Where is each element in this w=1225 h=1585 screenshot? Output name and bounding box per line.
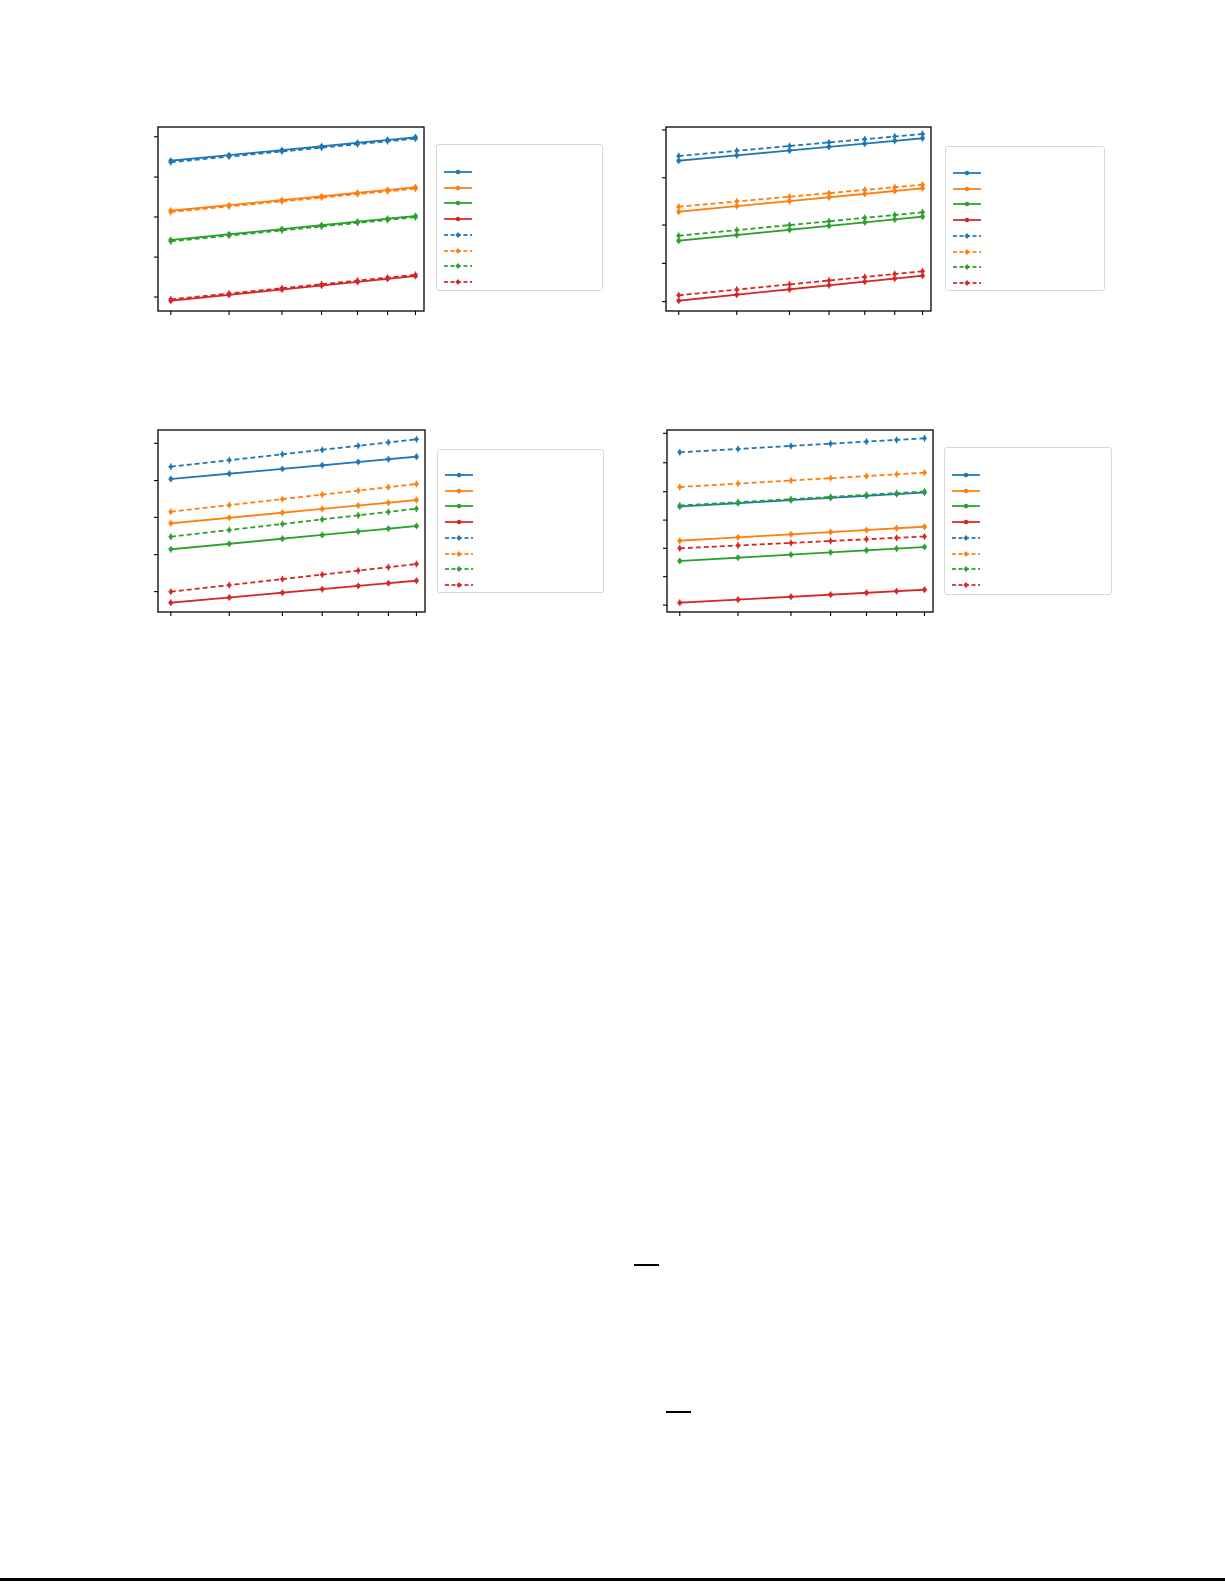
legend-entry-green-solid: [443, 500, 593, 512]
legend-sample-solid-line: [445, 488, 473, 493]
legend-entry-orange-dashed: [442, 245, 592, 257]
legend-entry-red-solid: [443, 516, 593, 528]
legend-entry-red-solid: [442, 213, 592, 225]
legend-sample-solid-line: [445, 472, 473, 478]
legend-entry-orange-solid: [443, 485, 593, 497]
legend-entry-green-dashed: [443, 563, 593, 575]
legend-entry-blue-solid: [950, 469, 1100, 481]
legend-entry-orange-dashed: [951, 246, 1101, 258]
legend-sample-solid-line: [952, 488, 980, 493]
page-footer-rule: [0, 1578, 1225, 1581]
legend-sample-dashed-line: [445, 581, 473, 588]
legend-sample-dashed-line: [444, 247, 472, 254]
legend-sample-solid-line: [952, 519, 980, 525]
legend-entry-red-solid: [951, 214, 1101, 226]
legend-sample-solid-line: [952, 472, 980, 478]
legend-sample-dashed-line: [444, 231, 472, 238]
legend-entry-green-solid: [950, 500, 1100, 512]
legend-sample-dashed-line: [953, 279, 981, 286]
fraction-bar-2: [666, 1411, 691, 1413]
legend-bottom-left: [437, 449, 604, 593]
legend-entry-red-dashed: [950, 579, 1100, 591]
legend-sample-solid-line: [445, 504, 473, 509]
legend-sample-dashed-line: [952, 581, 980, 588]
legend-sample-dashed-line: [445, 534, 473, 541]
legend-entry-blue-solid: [443, 469, 593, 481]
legend-entry-red-dashed: [442, 276, 592, 288]
legend-sample-dashed-line: [952, 566, 980, 573]
legend-sample-solid-line: [952, 504, 980, 509]
legend-entry-green-solid: [951, 198, 1101, 210]
legend-sample-dashed-line: [953, 232, 981, 239]
legend-sample-solid-line: [953, 217, 981, 223]
legend-sample-solid-line: [444, 201, 472, 206]
plot-area-bottom-right: [663, 429, 934, 616]
legend-entry-orange-dashed: [950, 548, 1100, 560]
fraction-bar-1: [634, 1264, 659, 1266]
legend-entry-orange-solid: [950, 485, 1100, 497]
legend-sample-dashed-line: [444, 263, 472, 270]
legend-entry-green-solid: [442, 197, 592, 209]
legend-entry-red-dashed: [951, 277, 1101, 289]
legend-entry-orange-dashed: [443, 548, 593, 560]
legend-entry-red-dashed: [443, 579, 593, 591]
legend-sample-solid-line: [953, 170, 981, 176]
legend-entry-green-dashed: [950, 563, 1100, 575]
legend-sample-dashed-line: [445, 550, 473, 557]
legend-sample-dashed-line: [953, 264, 981, 271]
legend-sample-dashed-line: [445, 566, 473, 573]
legend-top-left: [436, 144, 603, 291]
legend-entry-blue-dashed: [442, 229, 592, 241]
legend-entry-orange-solid: [951, 183, 1101, 195]
legend-sample-solid-line: [444, 169, 472, 175]
plot-area-bottom-left: [154, 429, 426, 616]
legend-top-right: [945, 146, 1105, 291]
legend-entry-green-dashed: [951, 261, 1101, 273]
plot-area-top-right: [662, 126, 932, 315]
legend-entry-blue-dashed: [951, 230, 1101, 242]
legend-sample-dashed-line: [953, 248, 981, 255]
legend-entry-blue-dashed: [950, 532, 1100, 544]
legend-entry-orange-solid: [442, 182, 592, 194]
legend-entry-blue-dashed: [443, 532, 593, 544]
legend-sample-solid-line: [444, 216, 472, 222]
legend-sample-solid-line: [444, 185, 472, 190]
legend-sample-solid-line: [953, 202, 981, 207]
legend-entry-blue-solid: [442, 166, 592, 178]
plot-area-top-left: [154, 126, 425, 315]
legend-sample-solid-line: [445, 519, 473, 525]
legend-bottom-right: [944, 447, 1112, 595]
legend-sample-dashed-line: [444, 278, 472, 285]
legend-sample-dashed-line: [952, 534, 980, 541]
legend-entry-blue-solid: [951, 167, 1101, 179]
legend-entry-red-solid: [950, 516, 1100, 528]
legend-entry-green-dashed: [442, 260, 592, 272]
legend-sample-solid-line: [953, 186, 981, 191]
legend-sample-dashed-line: [952, 550, 980, 557]
